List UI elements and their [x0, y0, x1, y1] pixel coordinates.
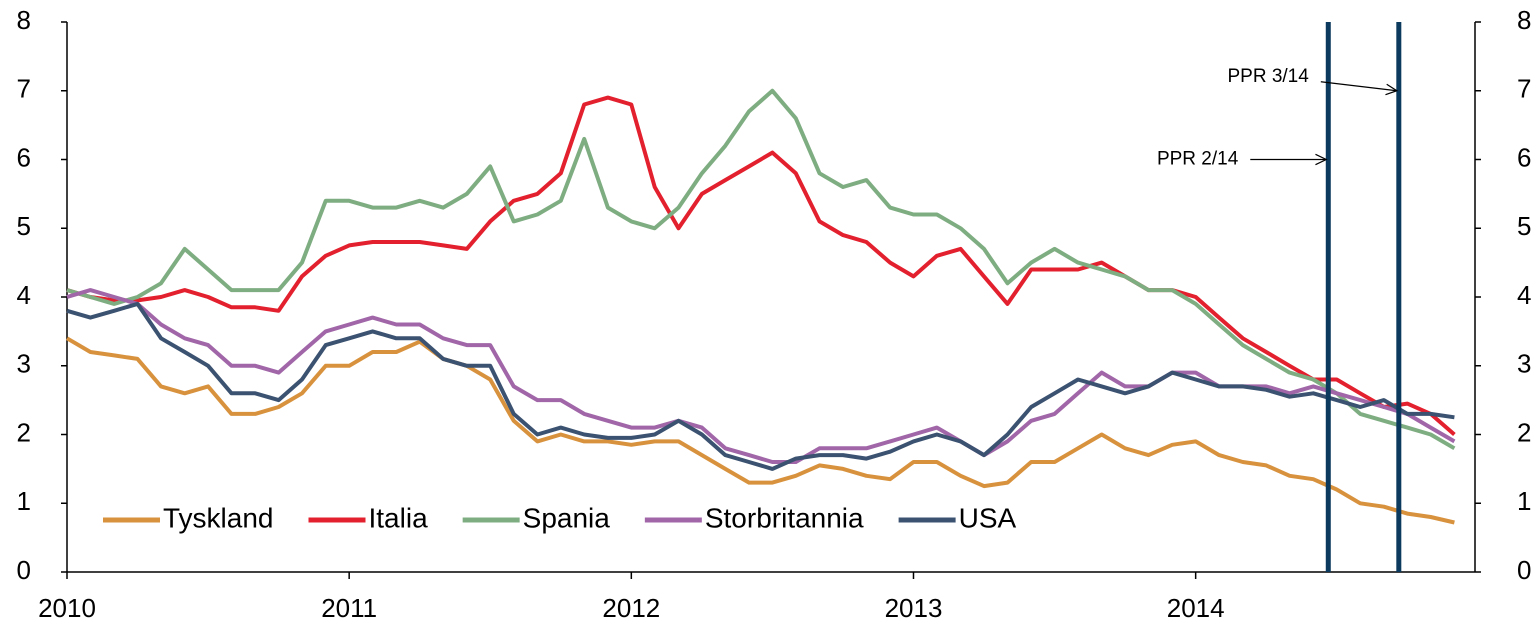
- series-line: [66, 88, 1456, 451]
- y2-tick-label: 3: [1517, 349, 1531, 379]
- annotation-label: PPR 3/14: [1227, 66, 1309, 87]
- x-tick-label: 2012: [602, 593, 660, 623]
- series-line: [66, 95, 1456, 437]
- legend-label: USA: [959, 502, 1017, 533]
- legend-label: Italia: [369, 502, 429, 533]
- x-tick-label: 2014: [1167, 593, 1225, 623]
- annotation-arrow: [1320, 81, 1397, 92]
- y-tick-label: 7: [17, 74, 31, 104]
- y2-tick-label: 8: [1517, 5, 1531, 35]
- annotation-label: PPR 2/14: [1157, 149, 1239, 170]
- series-line: [66, 301, 1455, 471]
- y-tick-label: 2: [17, 417, 31, 447]
- y-tick-label: 6: [17, 142, 31, 172]
- y-tick-label: 5: [17, 211, 31, 241]
- y-tick-label: 8: [17, 5, 31, 35]
- legend-label: Tyskland: [163, 502, 274, 533]
- y-tick-label: 3: [17, 349, 31, 379]
- y2-tick-label: 5: [1517, 211, 1531, 241]
- x-tick-label: 2011: [321, 593, 377, 623]
- x-tick-label: 2013: [885, 593, 943, 623]
- y2-tick-label: 0: [1517, 555, 1531, 585]
- y2-tick-label: 1: [1517, 486, 1531, 516]
- y2-tick-label: 4: [1517, 280, 1531, 310]
- y2-tick-label: 7: [1517, 74, 1531, 104]
- series-line: [65, 336, 1455, 525]
- y-tick-label: 0: [17, 555, 31, 585]
- series-line: [66, 288, 1456, 464]
- legend-label: Spania: [523, 502, 611, 533]
- legend-label: Storbritannia: [705, 502, 864, 533]
- x-tick-label: 2010: [38, 593, 96, 623]
- arrow-head: [1315, 153, 1328, 166]
- y2-tick-label: 6: [1517, 142, 1531, 172]
- y2-tick-label: 2: [1517, 417, 1531, 447]
- y-tick-label: 4: [17, 280, 31, 310]
- y-tick-label: 1: [17, 486, 31, 516]
- arrow-head: [1385, 83, 1399, 96]
